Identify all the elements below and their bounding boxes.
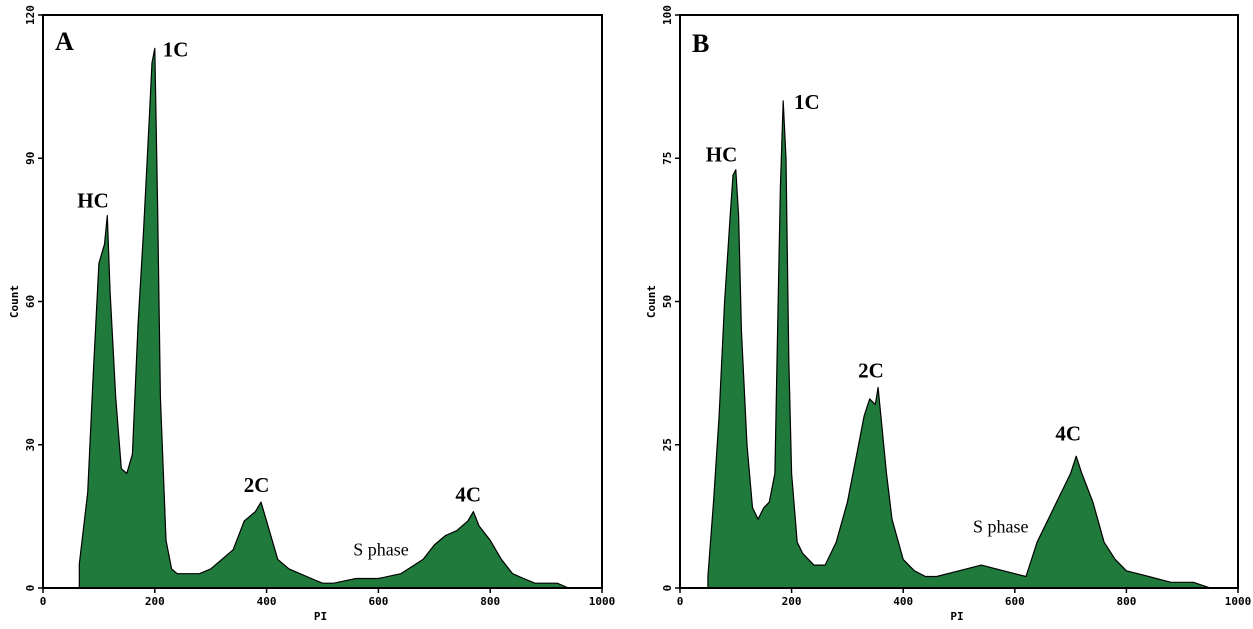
x-tick-label-b: 400 <box>893 595 913 608</box>
y-tick-label-a: 90 <box>24 152 37 165</box>
peak-annotation-b: HC <box>706 143 738 167</box>
x-tick-label-b: 600 <box>1005 595 1025 608</box>
peak-annotation-a: S phase <box>353 539 409 559</box>
y-tick-label-a: 60 <box>24 295 37 308</box>
peak-annotation-b: 2C <box>858 358 884 382</box>
peak-annotation-a: 4C <box>455 483 481 507</box>
y-axis-title-a: Count <box>8 285 21 318</box>
panel-a: 0 200 400 600 800 1000 0 30 60 90 120 PI Count A HC 1C 2… <box>8 5 615 623</box>
peak-annotation-b: 1C <box>794 90 820 114</box>
y-tick-label-a: 0 <box>24 585 37 592</box>
x-axis-title-b: PI <box>950 610 963 623</box>
x-tick-label-a: 0 <box>40 595 47 608</box>
peak-annotation-b: S phase <box>973 516 1029 536</box>
x-tick-label-b: 200 <box>782 595 802 608</box>
histogram-area-a <box>78 47 575 589</box>
y-tick-label-a: 30 <box>24 438 37 451</box>
y-tick-label-b: 50 <box>661 295 674 308</box>
x-tick-label-b: 0 <box>677 595 684 608</box>
panel-letter-a: A <box>55 27 74 56</box>
y-tick-label-b: 100 <box>661 5 674 25</box>
y-axis-title-b: Count <box>645 285 658 318</box>
peak-annotation-a: 1C <box>163 37 189 61</box>
panel-letter-b: B <box>692 29 709 58</box>
peak-annotation-b: 4C <box>1055 421 1081 445</box>
x-tick-label-a: 1000 <box>589 595 616 608</box>
x-axis-title-a: PI <box>314 610 327 623</box>
peak-annotation-a: HC <box>77 189 109 213</box>
x-tick-label-a: 600 <box>368 595 388 608</box>
y-tick-label-b: 25 <box>661 438 674 451</box>
x-tick-label-a: 200 <box>145 595 165 608</box>
histogram-area-b <box>707 100 1211 589</box>
y-tick-label-b: 0 <box>661 585 674 592</box>
y-tick-label-b: 75 <box>661 152 674 165</box>
x-tick-label-b: 800 <box>1116 595 1136 608</box>
panel-b: 0 200 400 600 800 1000 0 25 50 75 100 PI Count B HC 1C 2… <box>645 5 1251 623</box>
peak-annotation-a: 2C <box>244 473 270 497</box>
x-tick-label-a: 800 <box>480 595 500 608</box>
x-tick-label-b: 1000 <box>1225 595 1252 608</box>
y-tick-label-a: 120 <box>24 5 37 25</box>
x-tick-label-a: 400 <box>257 595 277 608</box>
